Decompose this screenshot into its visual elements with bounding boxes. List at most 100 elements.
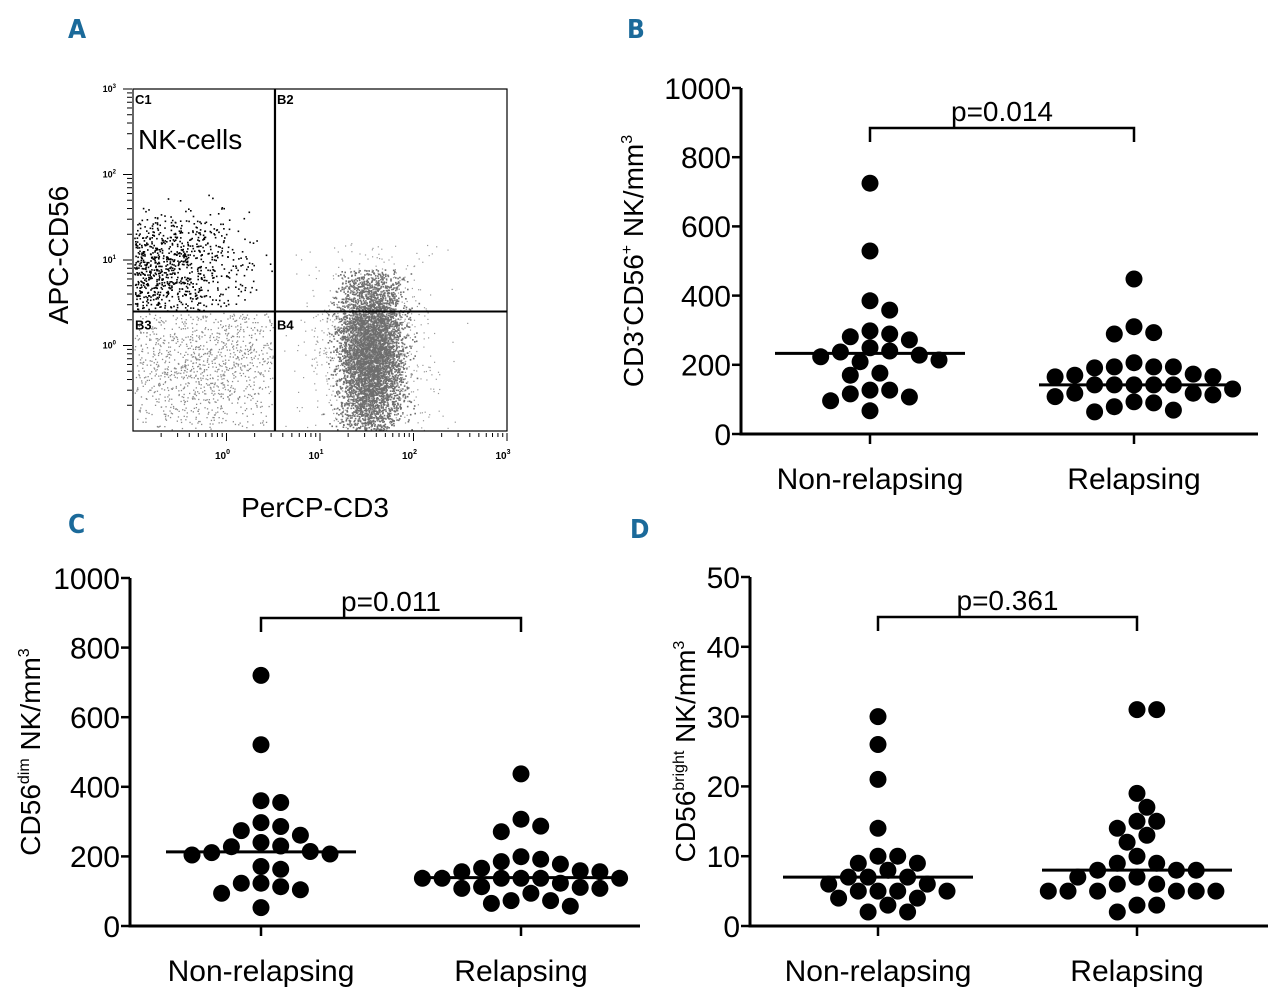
event-dot (139, 322, 141, 324)
event-dot (349, 283, 351, 285)
event-dot (355, 335, 357, 337)
event-dot (155, 342, 157, 344)
event-dot (241, 369, 243, 371)
event-dot (201, 423, 203, 426)
event-dot (253, 377, 255, 379)
event-dot (181, 341, 183, 343)
event-dot (349, 322, 351, 325)
event-dot (356, 399, 359, 402)
event-dot (153, 234, 155, 237)
event-dot (389, 370, 391, 372)
event-dot (381, 343, 384, 345)
event-dot (181, 231, 184, 234)
event-dot (349, 380, 351, 382)
event-dot (219, 246, 221, 248)
event-dot (396, 299, 398, 301)
event-dot (359, 323, 361, 325)
event-dot (388, 409, 391, 412)
event-dot (148, 295, 151, 297)
event-dot (349, 304, 351, 306)
event-dot (192, 362, 195, 364)
event-dot (271, 270, 273, 273)
event-dot (353, 301, 355, 303)
event-dot (154, 354, 156, 356)
event-dot (175, 368, 177, 370)
event-dot (375, 319, 377, 322)
event-dot (189, 239, 191, 241)
event-dot (176, 281, 178, 283)
event-dot (192, 307, 195, 309)
event-dot (363, 301, 366, 303)
event-dot (349, 328, 351, 331)
event-dot (192, 356, 195, 358)
event-dot (213, 269, 215, 272)
event-dot (184, 255, 187, 257)
event-dot (158, 365, 160, 367)
event-dot (187, 244, 190, 247)
event-dot (376, 412, 378, 414)
event-dot (225, 233, 228, 236)
event-dot (226, 349, 228, 351)
event-dot (223, 302, 226, 304)
event-dot (168, 361, 171, 363)
event-dot (221, 348, 223, 350)
event-dot (373, 312, 375, 315)
event-dot (221, 208, 223, 210)
event-dot (374, 318, 376, 320)
event-dot (195, 298, 198, 300)
event-dot (236, 336, 238, 338)
event-dot (165, 265, 167, 267)
event-dot (384, 423, 387, 426)
event-dot (217, 375, 219, 377)
event-dot (165, 356, 167, 358)
event-dot (208, 355, 210, 357)
event-dot (255, 351, 258, 353)
event-dot (200, 368, 202, 370)
event-dot (151, 371, 153, 373)
event-dot (360, 402, 362, 404)
event-dot (357, 298, 359, 301)
event-dot (268, 370, 270, 372)
event-dot (139, 362, 141, 364)
event-dot (190, 341, 192, 344)
event-dot (394, 364, 396, 366)
event-dot (195, 362, 197, 364)
event-dot (200, 277, 203, 280)
event-dot (170, 388, 173, 390)
event-dot (395, 348, 398, 351)
event-dot (202, 317, 204, 319)
event-dot (175, 282, 178, 284)
event-dot (351, 399, 354, 401)
event-dot (392, 389, 395, 391)
event-dot (180, 353, 182, 355)
event-dot (151, 287, 153, 290)
event-dot (226, 367, 228, 369)
event-dot (270, 342, 272, 344)
event-dot (353, 395, 355, 397)
event-dot (149, 237, 151, 240)
event-dot (236, 357, 239, 359)
event-dot (394, 320, 396, 322)
event-dot (153, 350, 155, 353)
event-dot (167, 351, 170, 354)
event-dot (269, 319, 271, 321)
event-dot (142, 252, 144, 255)
event-dot (244, 365, 246, 367)
event-dot (375, 413, 378, 415)
event-dot (362, 402, 364, 405)
event-dot (380, 397, 383, 400)
event-dot (180, 419, 182, 421)
event-dot (233, 391, 236, 393)
event-dot (149, 334, 151, 336)
event-dot (138, 272, 141, 274)
event-dot (392, 359, 395, 361)
event-dot (159, 382, 161, 385)
event-dot (261, 405, 263, 408)
event-dot (199, 348, 201, 350)
event-dot (368, 333, 371, 336)
event-dot (170, 229, 173, 232)
event-dot (174, 233, 177, 236)
event-dot (217, 281, 219, 284)
event-dot (360, 306, 362, 309)
event-dot (398, 345, 400, 348)
